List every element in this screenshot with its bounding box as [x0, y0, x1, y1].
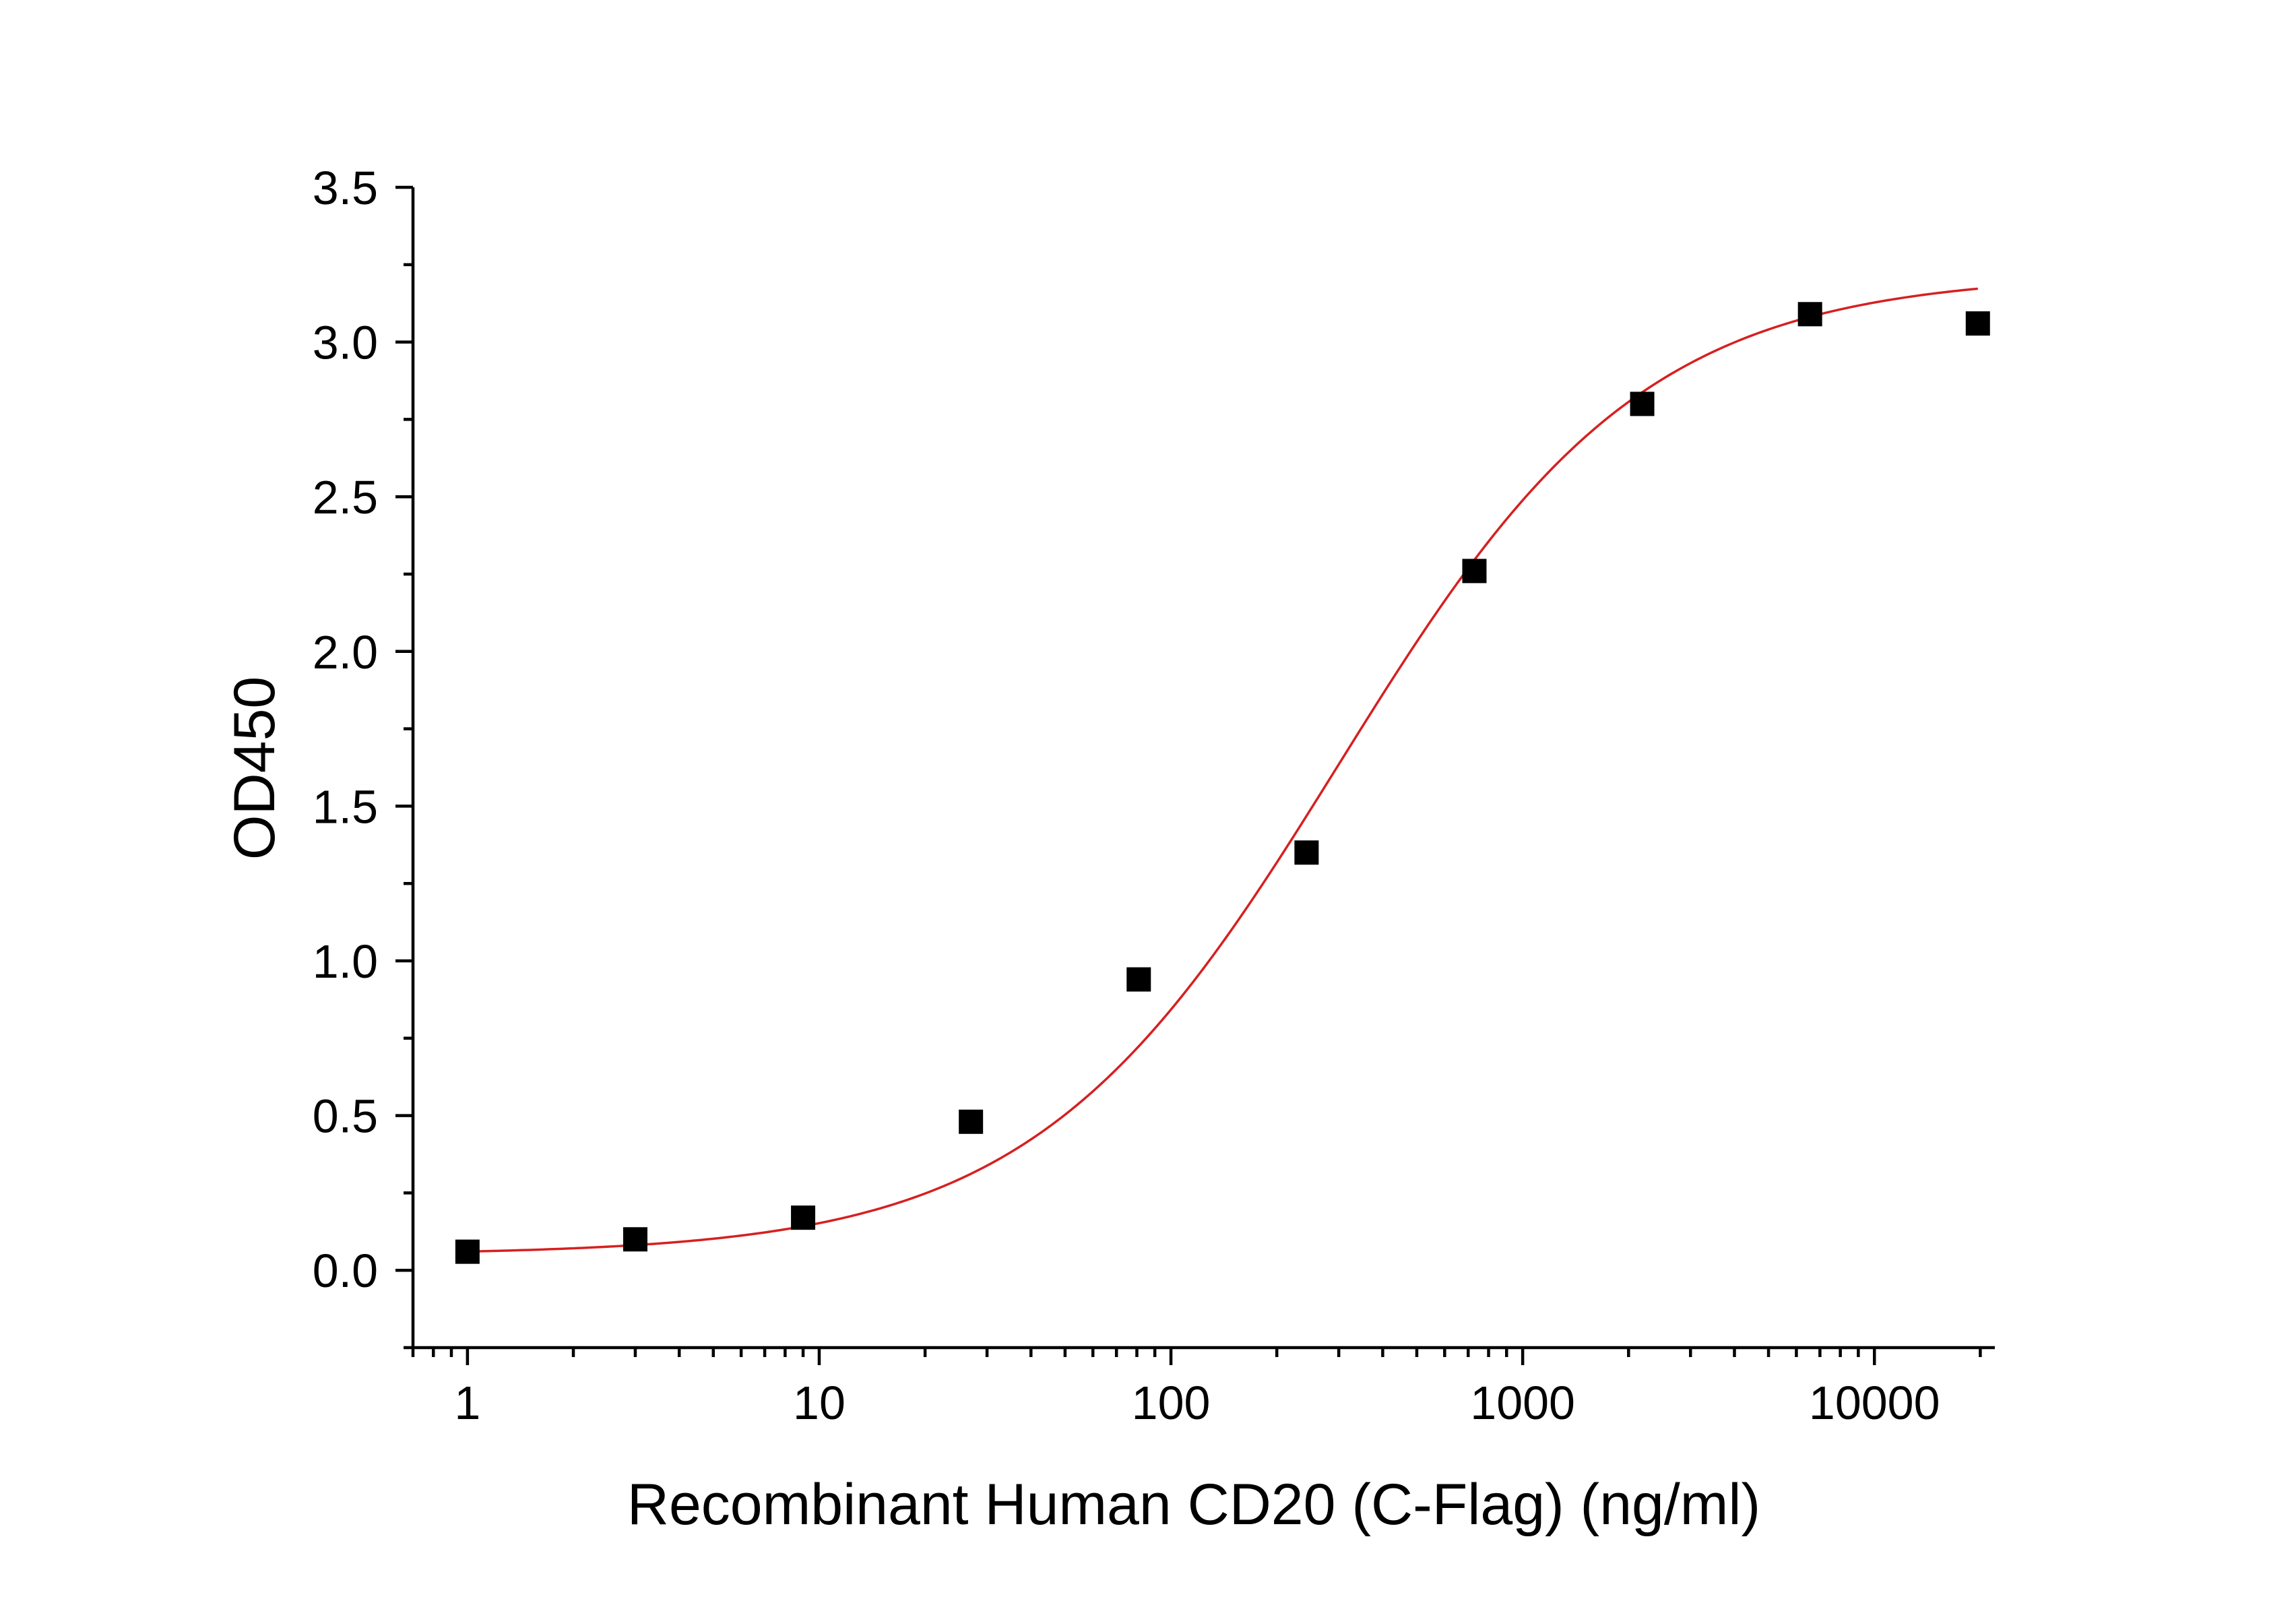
axes — [411, 187, 1995, 1350]
data-point — [791, 1205, 816, 1230]
x-tick-label: 10000 — [1809, 1377, 1940, 1429]
y-tick-label: 1.5 — [313, 780, 378, 833]
x-tick-label: 1 — [454, 1377, 480, 1429]
data-point — [1797, 302, 1822, 327]
y-axis-title: OD450 — [222, 677, 287, 860]
x-tick-label: 1000 — [1470, 1377, 1575, 1429]
fit-curve — [467, 287, 1978, 1253]
y-tick-label: 0.5 — [313, 1090, 378, 1143]
y-tick-label: 2.5 — [313, 471, 378, 524]
y-tick-label: 3.0 — [313, 317, 378, 369]
data-points — [455, 302, 1990, 1264]
x-tick-label: 10 — [793, 1377, 846, 1429]
y-tick-label: 3.5 — [313, 162, 378, 214]
x-axis-title: Recombinant Human CD20 (C-Flag) (ng/ml) — [627, 1472, 1760, 1537]
data-point — [1965, 311, 1990, 336]
data-point — [1126, 967, 1151, 992]
y-tick-label: 2.0 — [313, 626, 378, 679]
data-point — [1294, 840, 1319, 865]
x-tick-label: 100 — [1132, 1377, 1211, 1429]
data-point — [455, 1239, 480, 1264]
data-point — [1630, 391, 1655, 416]
data-point — [623, 1227, 647, 1252]
data-point — [1462, 559, 1487, 584]
x-ticks: 1 10 100 1000 10000 — [411, 1348, 1982, 1429]
y-ticks: 0.0 0.5 1.0 1.5 2.0 2.5 3.0 3.5 — [313, 162, 413, 1350]
y-tick-label: 1.0 — [313, 935, 378, 988]
y-tick-label: 0.0 — [313, 1245, 378, 1297]
data-point — [959, 1109, 984, 1134]
